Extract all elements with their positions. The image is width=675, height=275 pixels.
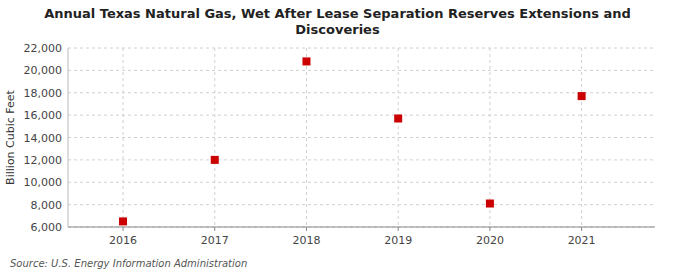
grid-line-y	[68, 182, 655, 183]
y-tick-label: 22,000	[24, 42, 63, 55]
x-tick	[581, 227, 582, 231]
grid-line-x	[306, 48, 307, 227]
point	[578, 92, 586, 100]
x-tick	[398, 227, 399, 231]
point	[211, 156, 219, 164]
title-line: Discoveries	[295, 22, 380, 37]
grid-line-y	[68, 204, 655, 205]
source-note: Source: U.S. Energy Information Administ…	[10, 258, 247, 269]
y-tick-label: 16,000	[24, 109, 63, 122]
grid-line-x	[581, 48, 582, 227]
x-tick	[306, 227, 307, 231]
chart: Annual Texas Natural Gas, Wet After Leas…	[0, 0, 675, 275]
x-axis-line	[68, 227, 655, 228]
y-tick-label: 10,000	[24, 176, 63, 189]
grid-line-x	[398, 48, 399, 227]
title: Annual Texas Natural Gas, Wet After Leas…	[44, 6, 631, 37]
x-tick-label: 2018	[292, 234, 320, 247]
grid-line-y	[68, 115, 655, 116]
x-tick	[489, 227, 490, 231]
x-tick	[214, 227, 215, 231]
point	[486, 200, 494, 208]
y-tick-label: 8,000	[31, 199, 63, 212]
grid-line-x	[214, 48, 215, 227]
x-tick-label: 2016	[109, 234, 137, 247]
x-tick-label: 2020	[476, 234, 504, 247]
grid-line-y	[68, 159, 655, 160]
y-axis-label: Billion Cubic Feet	[4, 89, 17, 184]
y-tick-label: 14,000	[24, 132, 63, 145]
y-tick-label: 20,000	[24, 64, 63, 77]
point	[119, 217, 127, 225]
points	[119, 57, 586, 225]
y-axis-line	[68, 48, 69, 227]
grid-line-y	[68, 70, 655, 71]
x-tick-label: 2017	[201, 234, 229, 247]
x-tick-label: 2021	[568, 234, 596, 247]
grid-line-y	[68, 137, 655, 138]
grid-line-y	[68, 48, 655, 49]
y-tick-label: 6,000	[31, 221, 63, 234]
x-tick	[123, 227, 124, 231]
y-tick-label: 12,000	[24, 154, 63, 167]
y-tick-label: 18,000	[24, 87, 63, 100]
grid-line-y	[68, 92, 655, 93]
title-line: Annual Texas Natural Gas, Wet After Leas…	[44, 6, 631, 21]
point	[302, 57, 310, 65]
x-tick-label: 2019	[384, 234, 412, 247]
grid-line-y	[68, 227, 655, 228]
point	[394, 114, 402, 122]
grid-line-x	[123, 48, 124, 227]
